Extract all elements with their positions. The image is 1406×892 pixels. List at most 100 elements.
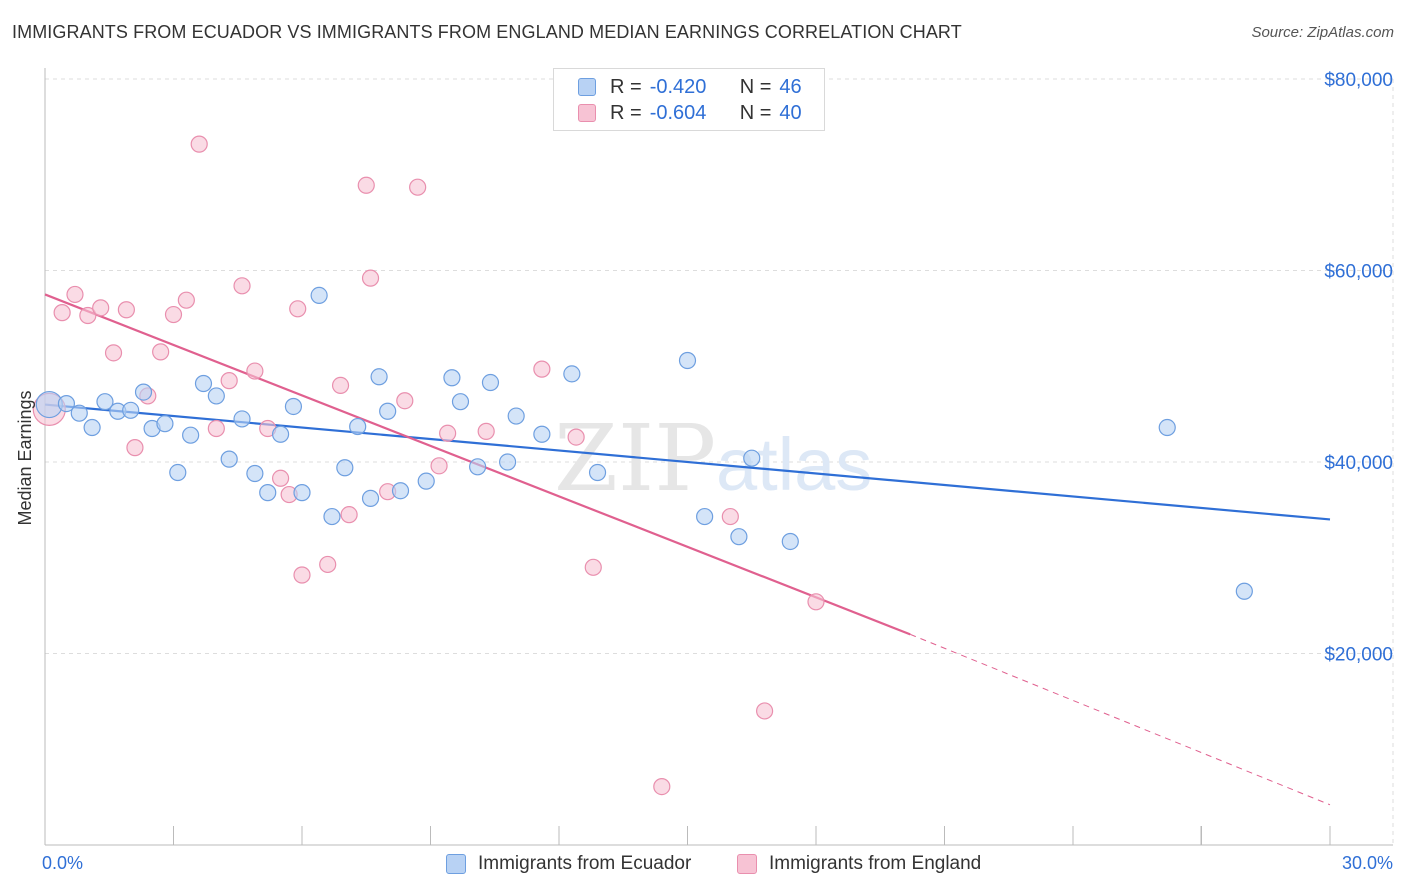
- data-point-ecuador: [481, 373, 500, 392]
- data-point-england: [164, 305, 183, 324]
- data-point-ecuador: [499, 453, 517, 471]
- data-point-ecuador: [563, 365, 581, 383]
- data-point-ecuador: [323, 507, 341, 526]
- data-point-ecuador: [443, 369, 461, 387]
- data-point-england: [53, 304, 71, 322]
- trend-line-ecuador: [44, 403, 1331, 521]
- data-point-ecuador: [134, 383, 153, 401]
- data-point-england: [721, 507, 739, 526]
- legend-r-label: R =: [610, 101, 642, 124]
- data-point-england: [104, 344, 123, 362]
- data-point-england: [92, 299, 110, 317]
- data-point-ecuador: [417, 472, 435, 490]
- legend-row-ecuador: R = -0.420 N = 46: [578, 75, 802, 99]
- y-tick-label: $80,000: [1324, 70, 1393, 91]
- data-point-england: [66, 285, 84, 304]
- data-point-ecuador: [220, 450, 238, 468]
- data-point-ecuador: [271, 425, 290, 443]
- legend-n-value: 46: [779, 75, 802, 98]
- data-point-ecuador: [743, 449, 761, 467]
- bottom-legend-label-england: Immigrants from England: [769, 853, 982, 874]
- legend: R = -0.420 N = 46 R = -0.604 N = 40: [553, 68, 825, 131]
- data-point-ecuador: [781, 532, 799, 551]
- y-axis-title: Median Earnings: [15, 390, 35, 525]
- legend-r-value: -0.420: [649, 75, 707, 98]
- data-point-england: [126, 439, 144, 457]
- data-point-ecuador: [451, 393, 470, 411]
- data-point-ecuador: [284, 397, 303, 416]
- bottom-legend-england: Immigrants from England: [737, 852, 981, 876]
- data-point-ecuador: [370, 368, 388, 386]
- data-point-ecuador: [391, 482, 410, 500]
- data-point-ecuador: [1235, 582, 1253, 600]
- data-point-ecuador: [57, 394, 76, 413]
- data-point-ecuador: [349, 417, 367, 436]
- legend-row-england: R = -0.604 N = 40: [578, 101, 802, 125]
- data-point-ecuador: [70, 404, 88, 422]
- data-point-england: [357, 176, 375, 194]
- watermark-zip: ZIP: [554, 405, 716, 512]
- data-point-england: [396, 392, 414, 410]
- data-point-england: [246, 362, 264, 380]
- data-point-ecuador: [361, 489, 380, 507]
- legend-r-value: -0.604: [649, 101, 707, 124]
- data-point-ecuador: [336, 459, 354, 477]
- x-tick-label-max: 30.0%: [1342, 853, 1393, 873]
- data-point-england: [340, 506, 358, 524]
- data-point-england: [653, 777, 671, 796]
- data-point-ecuador: [696, 507, 714, 526]
- data-point-england: [319, 555, 337, 574]
- data-point-england: [409, 178, 427, 196]
- data-point-england: [220, 372, 238, 390]
- data-point-england: [207, 419, 225, 438]
- watermark: ZIP atlas: [554, 405, 872, 512]
- data-point-ecuador: [1158, 418, 1176, 437]
- y-tick-label: $60,000: [1324, 262, 1393, 283]
- data-point-ecuador: [507, 407, 525, 425]
- data-point-england: [117, 301, 135, 319]
- data-point-ecuador: [96, 393, 114, 411]
- bottom-legend-swatch-ecuador: [446, 854, 466, 874]
- legend-r-label: R =: [610, 75, 642, 98]
- data-point-england: [293, 566, 311, 584]
- bottom-legend-label-ecuador: Immigrants from Ecuador: [478, 853, 692, 874]
- legend-n-value: 40: [779, 101, 802, 124]
- data-point-england: [584, 558, 602, 576]
- data-point-england: [361, 269, 380, 287]
- axis-layer: [44, 68, 1393, 846]
- data-point-ecuador: [588, 463, 607, 482]
- label-layer: Median Earnings 0.0% 30.0% $20,000 $40,00…: [15, 70, 1393, 873]
- data-point-england: [271, 469, 290, 487]
- data-point-ecuador: [533, 425, 551, 443]
- data-point-ecuador: [469, 458, 487, 476]
- source-label: Source: ZipAtlas.com: [1251, 24, 1394, 41]
- legend-n-label: N =: [739, 75, 772, 98]
- data-point-ecuador: [182, 426, 200, 444]
- legend-swatch-england: [578, 104, 596, 122]
- data-point-england: [177, 291, 195, 309]
- data-point-england: [152, 343, 170, 361]
- data-point-england: [190, 135, 208, 153]
- trend-layer: [44, 293, 1331, 806]
- data-point-ecuador: [233, 410, 251, 428]
- x-tick-label-min: 0.0%: [42, 853, 83, 873]
- data-point-england: [331, 376, 350, 394]
- data-point-ecuador: [379, 402, 397, 420]
- data-point-ecuador: [122, 401, 140, 419]
- watermark-atlas: atlas: [716, 423, 872, 506]
- data-point-england: [430, 457, 448, 475]
- data-point-england: [289, 300, 307, 318]
- y-tick-label: $40,000: [1324, 453, 1393, 474]
- data-point-ecuador: [169, 463, 187, 482]
- data-point-ecuador: [678, 351, 697, 370]
- data-point-england: [439, 424, 457, 442]
- points-layer: [32, 135, 1253, 796]
- bottom-legend-ecuador: Immigrants from Ecuador: [446, 852, 691, 876]
- data-point-ecuador: [259, 484, 277, 502]
- data-point-england: [79, 306, 97, 325]
- legend-n-label: N =: [739, 101, 772, 124]
- data-point-england: [233, 277, 251, 295]
- data-point-england: [533, 360, 551, 378]
- data-point-england: [567, 428, 585, 446]
